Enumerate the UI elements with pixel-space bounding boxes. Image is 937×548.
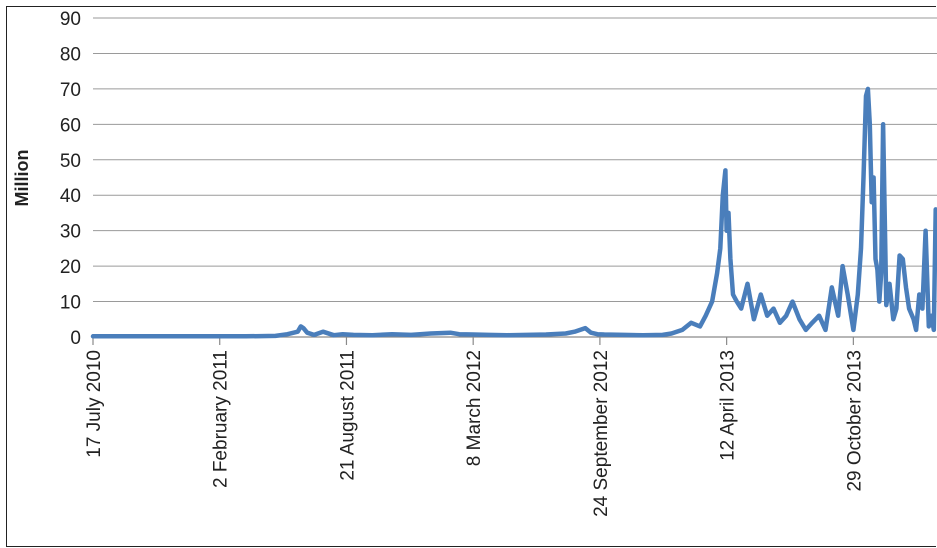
y-axis-label: Million (12, 150, 32, 207)
x-tick-label: 29 October 2013 (844, 350, 865, 492)
y-tick-label: 30 (60, 222, 81, 243)
y-tick-label: 90 (60, 9, 81, 30)
y-tick-label: 50 (60, 151, 81, 172)
y-tick-label: 70 (60, 80, 81, 101)
y-tick-label: 40 (60, 186, 81, 207)
x-tick-label: 17 July 2010 (84, 350, 105, 458)
x-tick-label: 24 September 2012 (591, 350, 612, 517)
x-tick-label: 12 April 2013 (718, 350, 739, 461)
series-line (90, 86, 937, 339)
x-tick-label: 8 March 2012 (464, 350, 485, 466)
y-tick-label: 10 (60, 293, 81, 314)
series-group (90, 86, 937, 339)
y-tick-label: 0 (70, 328, 81, 349)
gridlines (93, 17, 937, 303)
y-tick-label: 80 (60, 44, 81, 65)
y-tick-label: 20 (60, 257, 81, 278)
y-axis-ticks: 0 10 20 30 40 50 60 70 80 90 (60, 9, 81, 349)
y-tick-label: 60 (60, 115, 81, 136)
x-axis-ticks: 17 July 2010 2 February 2011 21 August 201… (84, 337, 865, 517)
x-tick-label: 21 August 2011 (337, 350, 358, 481)
x-tick-label: 2 February 2011 (211, 350, 232, 488)
chart-frame (6, 6, 936, 547)
